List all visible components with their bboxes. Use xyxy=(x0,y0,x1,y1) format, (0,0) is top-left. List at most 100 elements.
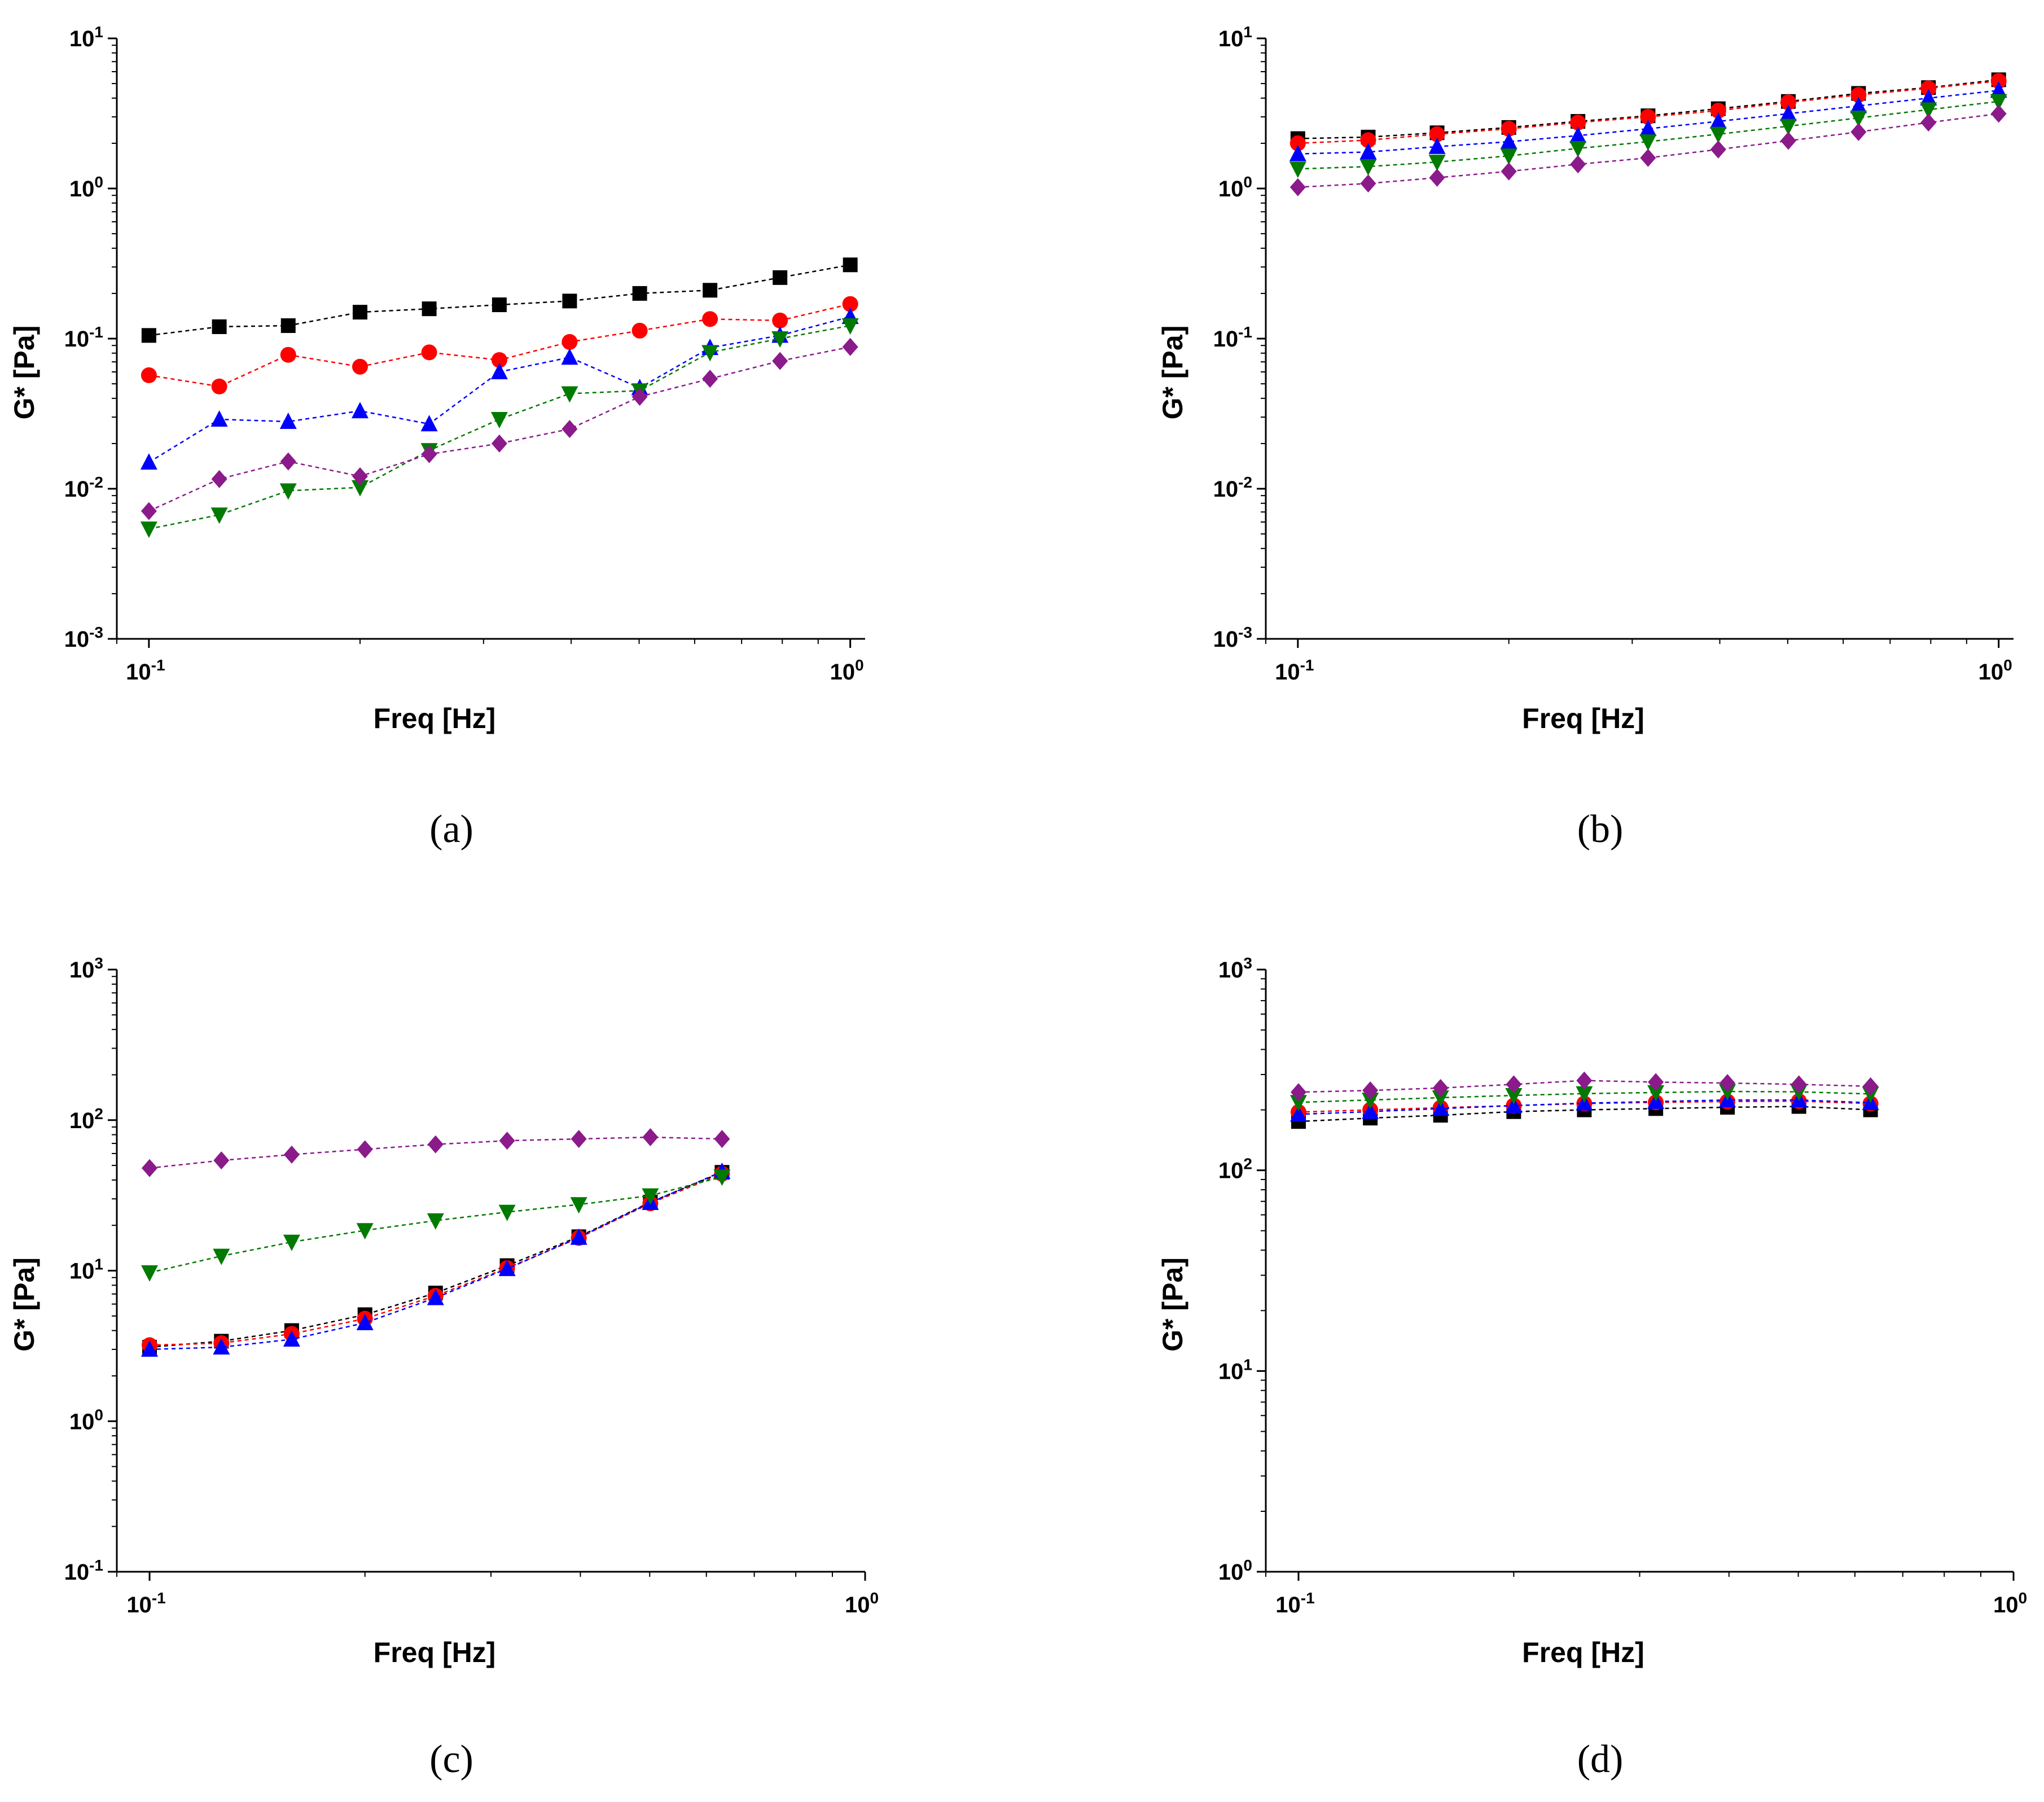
data-point-red-circle xyxy=(352,358,368,375)
tick-base: 10 xyxy=(1218,27,1244,51)
data-point-red-circle xyxy=(1289,135,1306,151)
data-point-blue-triangle-up xyxy=(279,413,297,429)
panel-label: (d) xyxy=(1577,1738,1624,1781)
data-point-red-circle xyxy=(1360,132,1376,148)
data-point-blue-triangle-up xyxy=(490,363,508,380)
series-line-green xyxy=(149,1176,722,1274)
data-point-blue-triangle-up xyxy=(1432,1099,1449,1116)
tick-exponent: 0 xyxy=(2003,656,2012,674)
data-point-red-circle xyxy=(421,344,437,361)
tick-exponent: 1 xyxy=(1243,23,1252,41)
series-line-black xyxy=(149,1172,722,1348)
x-tick-label: 10-1 xyxy=(1275,1589,1314,1617)
tick-exponent: 1 xyxy=(1243,1356,1252,1373)
data-point-green-triangle-down xyxy=(1709,126,1727,143)
data-point-blue-triangle-up xyxy=(1639,120,1657,137)
data-point-purple-diamond xyxy=(1506,1075,1522,1094)
y-tick-label: 101 xyxy=(1218,1356,1252,1384)
tick-base: 10 xyxy=(845,1593,870,1617)
data-point-red-circle xyxy=(491,352,507,368)
data-point-green-triangle-down xyxy=(1576,1086,1593,1103)
data-point-blue-triangle-up xyxy=(283,1330,300,1347)
data-point-black-square xyxy=(280,318,296,334)
data-point-purple-diamond xyxy=(211,470,227,488)
data-point-green-triangle-down xyxy=(561,386,578,403)
data-point-blue-triangle-up xyxy=(1428,137,1446,154)
data-point-blue-triangle-up xyxy=(427,1288,444,1305)
data-point-green-triangle-down xyxy=(1359,159,1377,176)
series-line-red xyxy=(149,1173,722,1346)
data-point-purple-diamond xyxy=(631,387,648,406)
data-point-blue-triangle-up xyxy=(1359,143,1377,160)
tick-base: 10 xyxy=(1213,327,1239,352)
data-point-red-circle xyxy=(1780,94,1796,111)
data-point-blue-triangle-up xyxy=(1569,126,1587,143)
tick-exponent: 0 xyxy=(94,173,103,191)
data-point-red-circle xyxy=(1850,87,1867,103)
x-tick-label: 100 xyxy=(1993,1589,2027,1617)
tick-exponent: -1 xyxy=(151,656,165,674)
y-tick-label: 100 xyxy=(69,173,103,201)
tick-exponent: 0 xyxy=(94,1406,103,1423)
tick-exponent: 1 xyxy=(94,1256,103,1273)
data-point-red-circle xyxy=(1501,121,1517,137)
tick-base: 10 xyxy=(64,327,90,352)
data-point-green-triangle-down xyxy=(771,331,789,348)
data-point-green-triangle-down xyxy=(642,1188,659,1205)
data-point-purple-diamond xyxy=(283,1145,300,1164)
tick-exponent: 2 xyxy=(1243,1155,1252,1173)
tick-exponent: 0 xyxy=(2018,1589,2027,1607)
data-point-blue-triangle-up xyxy=(420,415,438,432)
data-point-purple-diamond xyxy=(642,1128,659,1147)
data-point-red-circle xyxy=(702,311,718,327)
data-point-black-square xyxy=(843,257,858,273)
data-point-blue-triangle-up xyxy=(570,1228,587,1245)
data-point-purple-diamond xyxy=(1576,1071,1593,1090)
data-point-black-square xyxy=(352,305,367,320)
data-point-purple-diamond xyxy=(499,1132,515,1150)
tick-base: 10 xyxy=(69,177,95,201)
x-axis-title: Freq [Hz] xyxy=(1522,1637,1644,1668)
series-line-green xyxy=(148,325,850,530)
data-point-red-circle xyxy=(1990,73,2007,89)
data-point-blue-triangle-up xyxy=(140,453,157,470)
data-point-green-triangle-down xyxy=(713,1169,731,1186)
y-tick-label: 10-3 xyxy=(1213,624,1252,652)
data-point-red-circle xyxy=(1429,126,1445,142)
data-point-green-triangle-down xyxy=(140,521,157,538)
x-tick-label: 100 xyxy=(1979,656,2012,685)
tick-exponent: -3 xyxy=(1238,624,1252,641)
data-point-purple-diamond xyxy=(142,1159,158,1177)
data-point-purple-diamond xyxy=(1648,1073,1664,1091)
data-point-blue-triangle-up xyxy=(1289,144,1306,161)
panel-label: (a) xyxy=(429,808,473,851)
data-point-red-circle xyxy=(1570,115,1586,131)
x-axis-title: Freq [Hz] xyxy=(374,703,496,734)
data-point-green-triangle-down xyxy=(1289,161,1306,178)
data-point-blue-triangle-up xyxy=(351,402,369,419)
y-tick-label: 10-3 xyxy=(64,624,103,652)
tick-base: 10 xyxy=(64,627,90,652)
y-tick-label: 101 xyxy=(69,1256,103,1284)
y-tick-label: 100 xyxy=(69,1406,103,1434)
y-tick-label: 101 xyxy=(1218,23,1252,51)
data-point-green-triangle-down xyxy=(1779,119,1797,135)
y-tick-label: 100 xyxy=(1218,173,1252,201)
data-point-purple-diamond xyxy=(1289,178,1306,196)
tick-base: 10 xyxy=(1993,1593,2019,1617)
data-point-purple-diamond xyxy=(714,1130,730,1148)
data-point-blue-triangle-up xyxy=(1505,1097,1523,1113)
tick-exponent: -1 xyxy=(1300,656,1314,674)
data-point-purple-diamond xyxy=(141,502,157,520)
tick-base: 10 xyxy=(1275,1593,1301,1617)
data-point-green-triangle-down xyxy=(213,1248,230,1265)
y-tick-label: 103 xyxy=(69,954,103,983)
data-point-purple-diamond xyxy=(1990,104,2007,123)
tick-exponent: -1 xyxy=(152,1589,166,1607)
data-point-purple-diamond xyxy=(562,420,578,439)
data-point-green-triangle-down xyxy=(1569,141,1587,157)
tick-exponent: 3 xyxy=(94,954,103,972)
data-point-purple-diamond xyxy=(352,467,368,485)
